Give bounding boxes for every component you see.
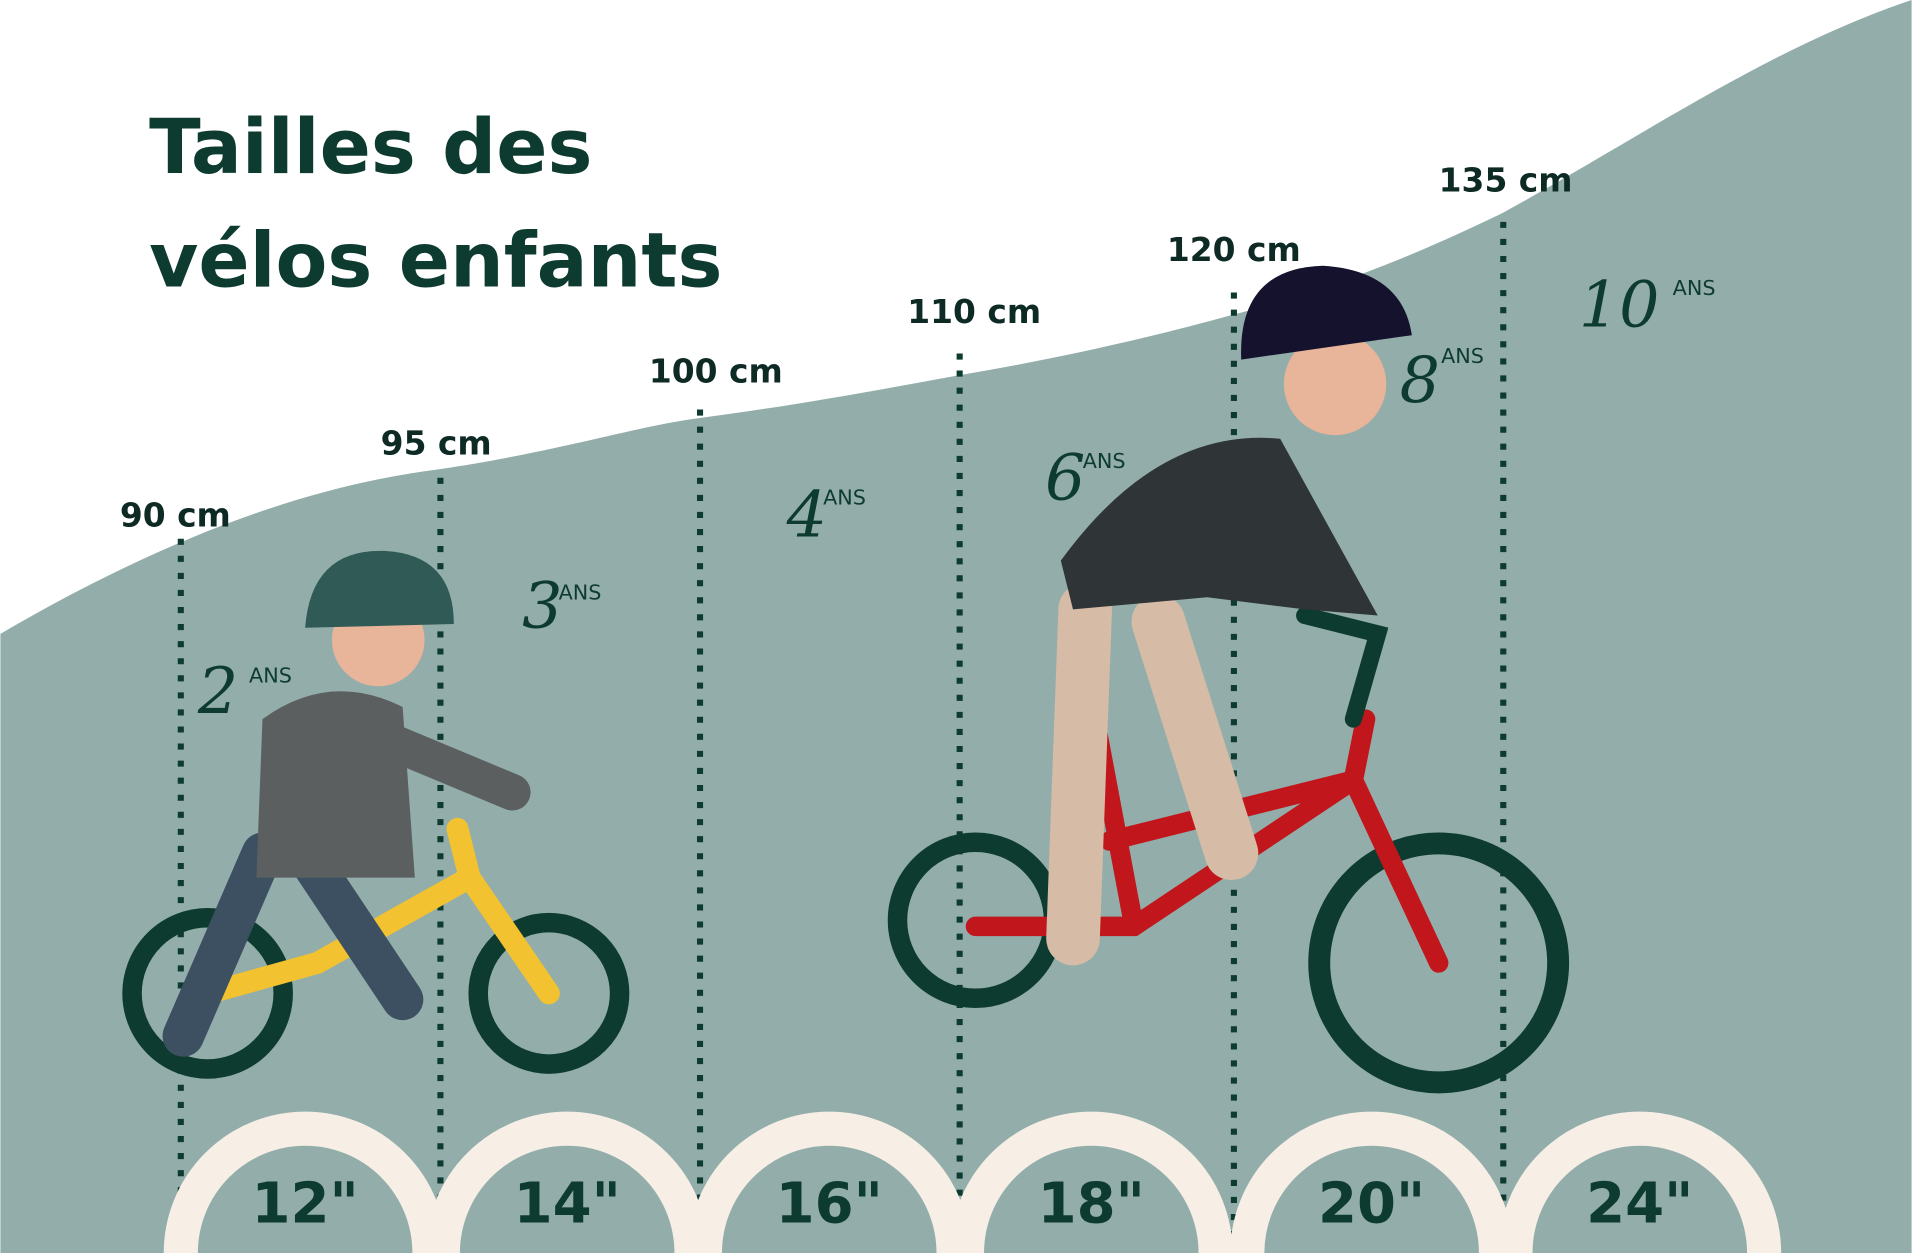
wheel-size-16: 16" xyxy=(687,1111,971,1253)
helmet xyxy=(305,550,454,628)
age-unit: ANS xyxy=(559,581,602,605)
balance-bike-rear-wheel xyxy=(122,908,293,1079)
height-label: 100 cm xyxy=(649,352,783,391)
wheel-size-label: 16" xyxy=(776,1172,883,1237)
wheel-size-label: 24" xyxy=(1586,1172,1693,1237)
age-unit: ANS xyxy=(1083,449,1126,473)
height-label: 135 cm xyxy=(1439,160,1573,199)
child-arm xyxy=(347,713,531,811)
height-label: 90 cm xyxy=(120,496,231,535)
wheel-size-18: 18" xyxy=(949,1111,1233,1253)
bike-front-wheel xyxy=(1308,832,1570,1094)
wheel-size-label: 18" xyxy=(1038,1172,1145,1237)
child-legs xyxy=(1046,582,1259,966)
height-label: 110 cm xyxy=(907,292,1041,331)
wheel-size-12: 12" xyxy=(163,1111,447,1253)
age-labels: 2 ANS 3 ANS 4 ANS 6 ANS 8 ANS 10 ANS xyxy=(197,268,1716,728)
age-number: 3 xyxy=(522,569,562,643)
wheel-size-20: 20" xyxy=(1230,1111,1514,1253)
handlebar xyxy=(1296,606,1389,728)
age-number: 10 xyxy=(1579,268,1660,342)
wheel-size-row: 12" 14" 16" 18" 20" 24" xyxy=(163,1111,1782,1253)
child-face xyxy=(1283,332,1387,436)
title-line-1: Tailles des xyxy=(149,103,592,191)
balance-bike-frame xyxy=(196,817,560,1005)
child-jacket xyxy=(1060,437,1378,616)
age-unit: ANS xyxy=(1441,344,1484,368)
wheel-size-label: 12" xyxy=(252,1172,359,1237)
wheel-size-label: 20" xyxy=(1318,1172,1425,1237)
child-on-red-bike xyxy=(887,265,1570,1094)
age-number: 4 xyxy=(786,477,827,551)
height-label: 120 cm xyxy=(1167,230,1301,269)
age-unit: ANS xyxy=(249,664,292,688)
child-on-balance-bike xyxy=(122,550,630,1079)
age-number: 8 xyxy=(1400,343,1440,417)
helmet xyxy=(1241,265,1412,360)
age-unit: ANS xyxy=(1673,276,1716,300)
age-unit: ANS xyxy=(823,486,866,510)
wheel-size-label: 14" xyxy=(514,1172,621,1237)
height-label: 95 cm xyxy=(381,424,492,463)
wheel-size-24: 24" xyxy=(1498,1111,1782,1253)
age-number: 2 xyxy=(197,654,238,728)
child-jacket xyxy=(256,691,415,878)
wheel-size-14: 14" xyxy=(425,1111,709,1253)
age-number: 6 xyxy=(1045,441,1085,515)
title-line-2: vélos enfants xyxy=(149,216,722,304)
balance-bike-front-wheel xyxy=(468,912,630,1074)
